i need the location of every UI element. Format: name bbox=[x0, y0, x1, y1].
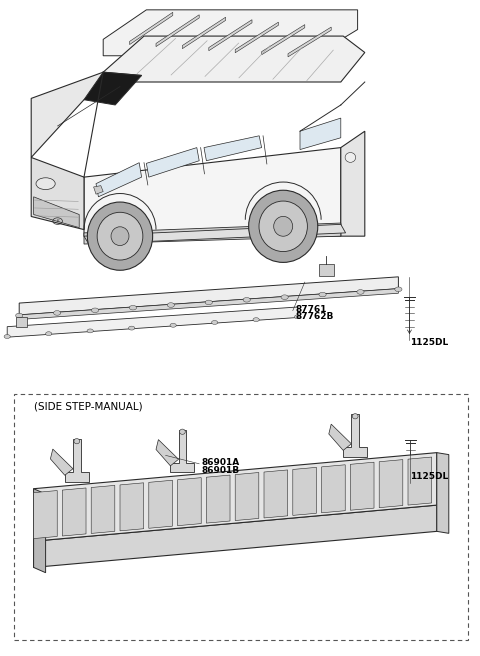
Polygon shape bbox=[65, 440, 89, 482]
Bar bbox=[14, 394, 468, 640]
Polygon shape bbox=[149, 480, 172, 528]
Ellipse shape bbox=[36, 178, 55, 190]
Polygon shape bbox=[206, 475, 230, 523]
Ellipse shape bbox=[357, 290, 364, 294]
Polygon shape bbox=[156, 440, 179, 466]
Polygon shape bbox=[96, 163, 142, 197]
Text: 1125DL: 1125DL bbox=[410, 472, 449, 482]
Polygon shape bbox=[319, 264, 334, 276]
Polygon shape bbox=[408, 457, 432, 505]
Ellipse shape bbox=[53, 310, 60, 315]
Polygon shape bbox=[288, 27, 331, 57]
Ellipse shape bbox=[170, 323, 176, 327]
Ellipse shape bbox=[87, 329, 93, 333]
Polygon shape bbox=[350, 462, 374, 510]
Ellipse shape bbox=[97, 213, 143, 260]
Ellipse shape bbox=[243, 298, 250, 302]
Text: 87762B: 87762B bbox=[295, 312, 334, 321]
Ellipse shape bbox=[249, 190, 318, 262]
Ellipse shape bbox=[319, 293, 326, 297]
Polygon shape bbox=[31, 157, 84, 230]
Polygon shape bbox=[120, 483, 144, 531]
Polygon shape bbox=[343, 415, 367, 457]
Text: 87761: 87761 bbox=[295, 305, 327, 314]
Text: 86901B: 86901B bbox=[202, 466, 240, 475]
Ellipse shape bbox=[295, 315, 300, 319]
Polygon shape bbox=[34, 505, 437, 567]
Polygon shape bbox=[34, 489, 46, 573]
Ellipse shape bbox=[15, 314, 23, 318]
Polygon shape bbox=[103, 10, 358, 56]
Polygon shape bbox=[341, 131, 365, 236]
Polygon shape bbox=[34, 197, 79, 228]
Ellipse shape bbox=[111, 227, 129, 245]
Ellipse shape bbox=[253, 318, 259, 321]
Polygon shape bbox=[94, 186, 103, 194]
Text: (SIDE STEP-MANUAL): (SIDE STEP-MANUAL) bbox=[34, 401, 142, 411]
Polygon shape bbox=[34, 453, 437, 541]
Polygon shape bbox=[62, 488, 86, 536]
Polygon shape bbox=[322, 464, 345, 513]
Polygon shape bbox=[84, 72, 142, 105]
Ellipse shape bbox=[46, 332, 52, 336]
Polygon shape bbox=[16, 317, 27, 327]
Ellipse shape bbox=[129, 326, 135, 330]
Ellipse shape bbox=[74, 439, 80, 444]
Ellipse shape bbox=[352, 414, 358, 419]
Polygon shape bbox=[329, 424, 351, 451]
Polygon shape bbox=[130, 12, 173, 45]
Polygon shape bbox=[50, 449, 73, 476]
Polygon shape bbox=[31, 72, 142, 157]
Polygon shape bbox=[19, 277, 398, 315]
Ellipse shape bbox=[129, 306, 136, 310]
Text: K: K bbox=[56, 219, 59, 223]
Text: 86901A: 86901A bbox=[202, 458, 240, 467]
Polygon shape bbox=[103, 36, 365, 82]
Polygon shape bbox=[84, 224, 346, 244]
Polygon shape bbox=[170, 430, 194, 472]
Polygon shape bbox=[156, 14, 199, 47]
Ellipse shape bbox=[180, 429, 185, 434]
Ellipse shape bbox=[281, 295, 288, 299]
Polygon shape bbox=[293, 467, 316, 516]
Ellipse shape bbox=[205, 300, 212, 304]
Ellipse shape bbox=[395, 287, 402, 292]
Ellipse shape bbox=[345, 152, 356, 162]
Ellipse shape bbox=[92, 308, 99, 313]
Ellipse shape bbox=[259, 201, 307, 252]
Polygon shape bbox=[84, 223, 341, 244]
Ellipse shape bbox=[274, 216, 293, 236]
Ellipse shape bbox=[167, 302, 175, 307]
Ellipse shape bbox=[87, 202, 153, 270]
Ellipse shape bbox=[212, 321, 218, 325]
Polygon shape bbox=[262, 24, 305, 55]
Polygon shape bbox=[379, 460, 403, 508]
Polygon shape bbox=[178, 478, 201, 525]
Polygon shape bbox=[204, 136, 262, 161]
Polygon shape bbox=[182, 17, 226, 49]
Polygon shape bbox=[19, 289, 398, 319]
Polygon shape bbox=[235, 22, 278, 52]
Polygon shape bbox=[84, 148, 341, 236]
Polygon shape bbox=[209, 20, 252, 51]
Polygon shape bbox=[235, 472, 259, 521]
Polygon shape bbox=[300, 118, 341, 150]
Polygon shape bbox=[34, 491, 57, 539]
Polygon shape bbox=[7, 307, 298, 337]
Polygon shape bbox=[437, 453, 449, 533]
Polygon shape bbox=[264, 470, 288, 518]
Polygon shape bbox=[91, 485, 115, 533]
Polygon shape bbox=[146, 148, 199, 177]
Ellipse shape bbox=[4, 335, 11, 338]
Text: 1125DL: 1125DL bbox=[410, 338, 449, 347]
